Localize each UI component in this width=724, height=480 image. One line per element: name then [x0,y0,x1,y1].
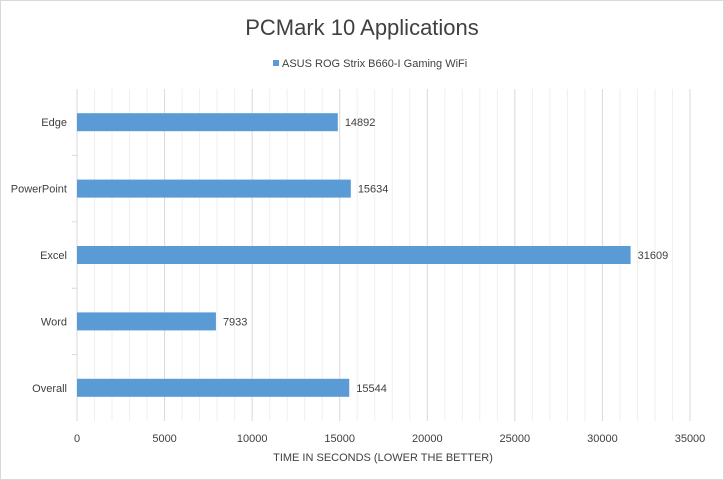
bar-edge [77,113,338,132]
x-tick-label: 35000 [675,433,706,445]
x-tick-label: 5000 [152,433,176,445]
x-tick-label: 0 [74,433,80,445]
data-label: 14892 [345,117,376,129]
data-label: 31609 [638,250,669,262]
x-tick-label: 25000 [500,433,531,445]
category-label: Overall [32,383,67,395]
category-label: Word [41,316,67,328]
category-label: Excel [40,250,67,262]
x-tick-label: 30000 [587,433,618,445]
category-label: Edge [41,117,67,129]
category-labels: Edge PowerPoint Excel Word Overall [11,117,67,395]
bars: 14892 15634 31609 7933 15544 [77,113,668,397]
bar-powerpoint [77,179,351,198]
legend-swatch [273,60,279,66]
x-tick-labels: 0 5000 10000 15000 20000 25000 30000 35000 [74,433,705,445]
x-axis-title: TIME IN SECONDS (LOWER THE BETTER) [273,452,493,464]
bar-excel [77,246,631,264]
legend: ASUS ROG Strix B660-I Gaming WiFi [273,58,467,70]
category-label: PowerPoint [11,184,67,196]
bar-word [77,312,216,331]
data-label: 15634 [358,184,389,196]
data-label: 7933 [223,316,247,328]
data-label: 15544 [356,383,387,395]
x-tick-label: 10000 [237,433,268,445]
chart-title: PCMark 10 Applications [245,15,479,40]
legend-label: ASUS ROG Strix B660-I Gaming WiFi [282,58,467,70]
x-tick-label: 20000 [412,433,443,445]
bar-overall [77,378,350,397]
x-tick-label: 15000 [324,433,355,445]
